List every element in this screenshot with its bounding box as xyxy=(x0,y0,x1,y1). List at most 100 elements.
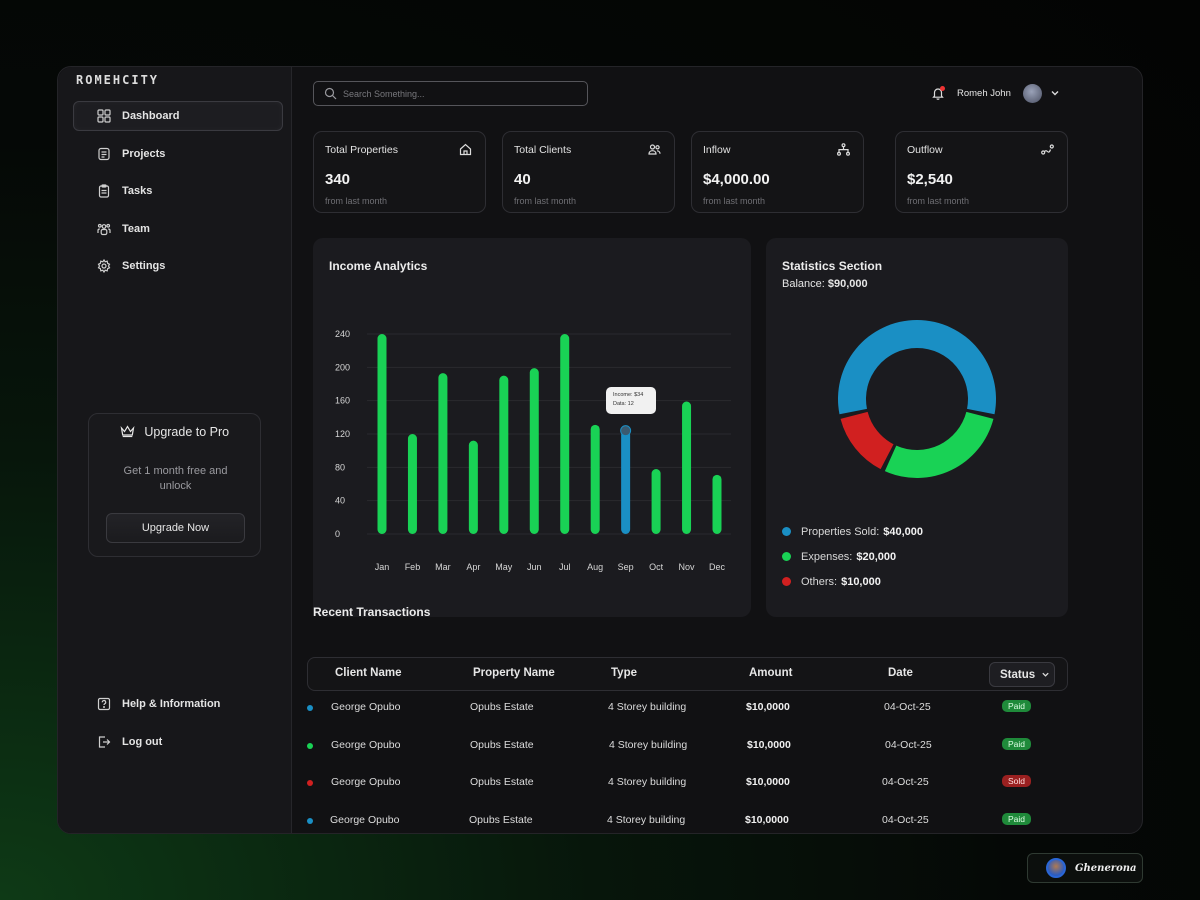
status-badge: Paid xyxy=(1002,813,1032,825)
bar-jan[interactable] xyxy=(377,334,387,534)
x-tick-label: Jul xyxy=(559,562,571,572)
cell-property: Opubs Estate xyxy=(470,701,534,713)
status-badge: Paid xyxy=(1002,738,1032,750)
table-row[interactable]: George Opubo Opubs Estate 4 Storey build… xyxy=(307,731,1068,761)
bar-oct[interactable] xyxy=(651,469,661,534)
transactions-table-header: Client Name Property Name Type Amount Da… xyxy=(307,657,1068,691)
table-row[interactable]: George Opubo Opubs Estate 4 Storey build… xyxy=(307,768,1068,798)
app-logo: ROMEHCITY xyxy=(76,73,160,87)
donut-slice-others[interactable] xyxy=(840,411,894,470)
upgrade-title: Upgrade to Pro xyxy=(144,425,230,439)
bar-mar[interactable] xyxy=(438,373,448,534)
donut-slice-properties-sold[interactable] xyxy=(838,320,996,415)
column-header-date: Date xyxy=(888,667,913,679)
sidebar-item-settings[interactable]: Settings xyxy=(73,251,283,281)
cell-date: 04-Oct-25 xyxy=(882,814,929,826)
designer-name: Ghenerona xyxy=(1075,862,1137,874)
y-tick-label: 0 xyxy=(335,529,340,539)
cell-type: 4 Storey building xyxy=(607,814,686,826)
sidebar-item-label: Projects xyxy=(122,147,166,160)
table-row[interactable]: George Opubo Opubs Estate 4 Storey build… xyxy=(307,806,1068,833)
cell-client: George Opubo xyxy=(330,814,400,826)
table-row[interactable]: George Opubo Opubs Estate 4 Storey build… xyxy=(307,693,1068,723)
users-icon xyxy=(648,144,661,155)
sidebar-item-label: Dashboard xyxy=(122,110,180,122)
recent-transactions-title: Recent Transactions xyxy=(313,605,431,619)
bell-icon[interactable] xyxy=(931,86,945,100)
avatar[interactable] xyxy=(1022,83,1042,103)
statistics-legend: Properties Sold: $40,000 Expenses: $20,0… xyxy=(782,519,923,594)
column-header-status: Status xyxy=(1000,668,1036,681)
bar-apr[interactable] xyxy=(468,440,478,534)
cell-date: 04-Oct-25 xyxy=(882,776,929,788)
panel-title: Statistics Section xyxy=(782,259,883,273)
upgrade-now-button[interactable]: Upgrade Now xyxy=(106,513,245,543)
card-total-clients: Total Clients 40 from last month xyxy=(502,131,675,213)
row-indicator-dot xyxy=(307,705,313,711)
cell-property: Opubs Estate xyxy=(470,776,534,788)
user-menu[interactable]: Romeh John xyxy=(931,83,1060,103)
bar-sep[interactable] xyxy=(621,430,631,534)
home-icon xyxy=(459,143,472,156)
card-sub: from last month xyxy=(325,196,388,206)
y-tick-label: 240 xyxy=(335,329,350,339)
bar-may[interactable] xyxy=(499,375,509,534)
legend-value: $20,000 xyxy=(856,550,897,563)
bar-dec[interactable] xyxy=(712,474,722,534)
sidebar-item-label: Help & Information xyxy=(122,698,221,710)
column-header-client-name: Client Name xyxy=(335,667,402,679)
sidebar-item-label: Log out xyxy=(122,735,163,748)
chart-tooltip: Income: $34 Data: 12 xyxy=(606,387,656,414)
statistics-donut-chart xyxy=(838,320,996,478)
sidebar-item-dashboard[interactable]: Dashboard xyxy=(73,101,283,131)
y-tick-label: 40 xyxy=(335,496,345,506)
bar-jul[interactable] xyxy=(560,334,570,534)
projects-icon xyxy=(97,147,111,161)
legend-swatch xyxy=(782,527,791,536)
bar-feb[interactable] xyxy=(407,434,417,534)
x-tick-label: Jan xyxy=(375,562,390,572)
bar-jun[interactable] xyxy=(529,368,539,534)
sidebar-item-label: Tasks xyxy=(122,185,153,198)
sidebar-item-logout[interactable]: Log out xyxy=(73,727,283,757)
cell-client: George Opubo xyxy=(331,739,401,751)
status-badge: Sold xyxy=(1002,775,1032,787)
hierarchy-icon xyxy=(837,143,850,156)
x-tick-label: Sep xyxy=(618,562,634,572)
tooltip-line: Income: $34 xyxy=(613,392,644,398)
cell-client: George Opubo xyxy=(331,776,401,788)
balance-value: $90,000 xyxy=(827,278,868,290)
grid-icon xyxy=(97,109,111,123)
notification-dot xyxy=(940,86,945,91)
logout-icon xyxy=(97,735,111,749)
cell-date: 04-Oct-25 xyxy=(884,701,931,713)
chevron-down-icon[interactable] xyxy=(1050,88,1060,98)
cell-amount: $10,0000 xyxy=(745,814,789,826)
y-tick-label: 200 xyxy=(335,362,350,372)
statistics-panel: Statistics Section Balance: $90,000 Prop… xyxy=(766,238,1068,617)
card-value: 340 xyxy=(325,171,351,188)
donut-slice-expenses[interactable] xyxy=(884,411,994,478)
bar-aug[interactable] xyxy=(590,424,600,534)
status-filter-dropdown[interactable]: Status xyxy=(989,662,1055,687)
bar-nov[interactable] xyxy=(682,401,692,535)
legend-swatch xyxy=(782,577,791,586)
legend-label: Others: xyxy=(801,575,838,588)
card-inflow: Inflow $4,000.00 from last month xyxy=(691,131,864,213)
y-tick-label: 160 xyxy=(335,396,350,406)
tooltip-line: Data: 12 xyxy=(613,401,634,407)
x-tick-label: Oct xyxy=(649,562,664,572)
designer-avatar xyxy=(1046,858,1066,878)
sidebar-item-tasks[interactable]: Tasks xyxy=(73,176,283,206)
sidebar-item-team[interactable]: Team xyxy=(73,214,283,244)
row-indicator-dot xyxy=(307,743,313,749)
card-value: 40 xyxy=(514,171,531,188)
highlight-point xyxy=(620,425,632,437)
search-icon xyxy=(324,87,337,100)
income-bar-chart: 0 40 80 120 160 200 240 Jan Feb Mar Apr May Jun Jul Au… xyxy=(335,329,731,572)
sidebar-item-help[interactable]: Help & Information xyxy=(73,689,283,719)
balance-label: Balance: xyxy=(782,278,825,290)
team-icon xyxy=(97,222,111,236)
search-input[interactable]: Search Something... xyxy=(313,81,588,106)
sidebar-item-projects[interactable]: Projects xyxy=(73,139,283,169)
